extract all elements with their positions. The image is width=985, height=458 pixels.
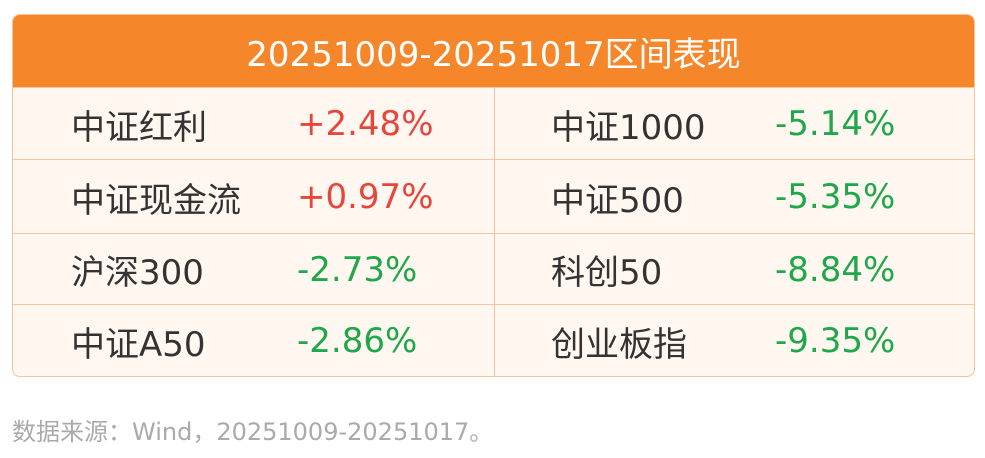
change-value: -5.35%	[775, 177, 896, 217]
source-note: 数据来源：Wind，20251009-20251017。	[12, 418, 494, 446]
index-name: 中证现金流	[71, 180, 241, 221]
index-name: 沪深300	[71, 253, 204, 293]
change-value: +0.97%	[297, 177, 434, 217]
index-name: 中证红利	[71, 107, 207, 148]
change-value: -9.35%	[775, 321, 896, 361]
index-name: 中证1000	[551, 107, 706, 148]
change-value: -2.73%	[297, 249, 418, 290]
index-name: 创业板指	[551, 324, 687, 365]
table-row: 中证现金流 +0.97% 中证500 -5.35%	[13, 159, 974, 234]
change-value: -5.14%	[775, 104, 896, 144]
table-row: 中证红利 +2.48% 中证1000 -5.14%	[13, 87, 974, 160]
column-divider	[494, 87, 495, 376]
table-row: 沪深300 -2.73% 科创50 -8.84%	[13, 233, 974, 305]
table-title: 20251009-20251017区间表现	[13, 15, 974, 87]
change-value: -8.84%	[775, 249, 896, 290]
index-name: 中证500	[551, 180, 684, 221]
table: 20251009-20251017区间表现 中证红利 +2.48% 中证1000 -5…	[12, 14, 975, 377]
table-row: 中证A50 -2.86% 创业板指 -9.35%	[13, 304, 974, 376]
change-value: -2.86%	[297, 321, 418, 361]
index-name: 科创50	[551, 253, 663, 293]
index-name: 中证A50	[71, 324, 206, 365]
change-value: +2.48%	[297, 104, 434, 144]
